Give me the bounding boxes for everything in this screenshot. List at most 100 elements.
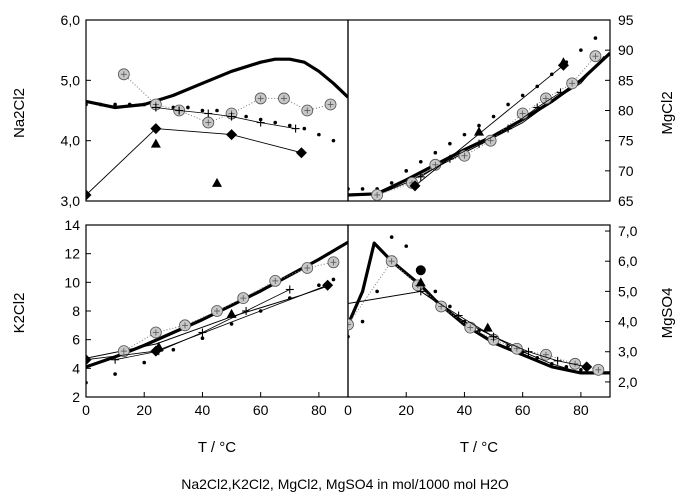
series-line-circle bbox=[348, 260, 599, 371]
series-dot bbox=[302, 126, 307, 131]
xtick-label: 60 bbox=[515, 402, 531, 418]
series-dot bbox=[477, 123, 481, 128]
ytick-label: 85 bbox=[618, 72, 634, 88]
series-group-na2cl2 bbox=[86, 57, 348, 201]
ytick-label: 80 bbox=[618, 103, 634, 119]
series-line-circle bbox=[376, 55, 596, 196]
ytick-label: 8 bbox=[72, 303, 80, 319]
diamond-marker bbox=[150, 123, 162, 135]
series-dot bbox=[86, 102, 88, 107]
filled-dot-marker bbox=[415, 265, 426, 276]
diamond-marker bbox=[86, 189, 92, 201]
triangle-marker bbox=[150, 138, 161, 148]
ytick-label: 95 bbox=[618, 12, 634, 28]
series-dot bbox=[142, 360, 147, 365]
axis-labels: Na2Cl2 MgCl2 K2Cl2 MgSO4 T / °C T / °C N… bbox=[11, 88, 676, 492]
series-dot bbox=[348, 334, 350, 339]
series-dot bbox=[520, 93, 525, 98]
ytick-label: 70 bbox=[618, 163, 634, 179]
ytick-label: 7,0 bbox=[618, 223, 638, 239]
triangle-marker bbox=[226, 308, 237, 318]
series-dot bbox=[360, 319, 365, 324]
xtick-label: 60 bbox=[253, 402, 269, 418]
panel-frame-mgcl2 bbox=[347, 19, 611, 202]
series-dot bbox=[433, 150, 438, 155]
series-line-thick bbox=[86, 57, 348, 110]
series-dot bbox=[331, 277, 336, 282]
panel-frames bbox=[85, 19, 611, 398]
xtick-label: 40 bbox=[195, 402, 211, 418]
ytick-label: 65 bbox=[618, 193, 634, 209]
series-dot bbox=[389, 181, 394, 185]
figure-caption: Na2Cl2,K2Cl2, MgCl2, MgSO4 in mol/1000 m… bbox=[181, 476, 509, 492]
series-dot bbox=[186, 105, 190, 110]
xtick-label: 20 bbox=[398, 402, 414, 418]
xtick-label: 0 bbox=[344, 402, 352, 418]
series-dot bbox=[579, 48, 583, 52]
series-dot bbox=[317, 283, 321, 288]
series-dot bbox=[244, 114, 248, 119]
diamond-marker bbox=[226, 129, 238, 141]
ytick-label: 10 bbox=[64, 274, 80, 290]
axis-ticks: 3,0 4,0 5,0 6,0 65 70 75 80 85 90 95 2 4 6 8 10 12 14 0 20 4… bbox=[61, 12, 638, 418]
ytick-label: 4 bbox=[72, 360, 80, 376]
series-dot bbox=[418, 159, 423, 164]
series-line-circle bbox=[123, 73, 331, 124]
series-dot bbox=[448, 141, 452, 146]
series-dot bbox=[331, 138, 336, 143]
series-dot bbox=[113, 102, 117, 107]
series-line-diamond bbox=[414, 64, 564, 187]
series-dot bbox=[360, 187, 365, 191]
series-dot bbox=[113, 372, 117, 376]
ylabel-na2cl2: Na2Cl2 bbox=[11, 88, 28, 138]
ytick-label: 90 bbox=[618, 42, 634, 58]
ytick-label: 14 bbox=[64, 217, 80, 233]
diamond-marker bbox=[86, 354, 92, 366]
series-dot bbox=[171, 347, 176, 352]
series-dot bbox=[375, 289, 379, 294]
series-dot bbox=[564, 365, 569, 369]
series-line-diamond bbox=[86, 128, 302, 196]
ytick-label: 3,0 bbox=[61, 193, 81, 209]
series-dot bbox=[86, 380, 88, 385]
diamond-marker bbox=[322, 279, 334, 291]
series-line-thin bbox=[376, 55, 605, 196]
triangle-marker bbox=[474, 126, 484, 136]
ytick-label: 5,0 bbox=[618, 283, 638, 299]
ytick-label: 12 bbox=[64, 246, 80, 262]
xtick-label: 0 bbox=[82, 402, 90, 418]
xtick-label: 80 bbox=[311, 402, 327, 418]
series-dot bbox=[229, 322, 234, 326]
series-line-plus bbox=[420, 291, 587, 368]
series-dot bbox=[317, 132, 321, 137]
chart-series bbox=[86, 36, 610, 385]
ytick-label: 2 bbox=[72, 389, 80, 405]
series-dot bbox=[200, 336, 205, 341]
xtick-label: 20 bbox=[136, 402, 152, 418]
ylabel-mgso4: MgSO4 bbox=[659, 288, 676, 339]
xtick-label: 40 bbox=[457, 402, 473, 418]
series-dot bbox=[127, 102, 132, 107]
ytick-label: 6,0 bbox=[61, 12, 81, 28]
ylabel-k2cl2: K2Cl2 bbox=[11, 293, 28, 334]
ytick-label: 4,0 bbox=[618, 314, 638, 330]
ylabel-mgcl2: MgCl2 bbox=[659, 91, 676, 134]
panel-frame-mgso4 bbox=[347, 224, 611, 398]
triangle-marker bbox=[415, 277, 426, 287]
ytick-label: 6,0 bbox=[618, 253, 638, 269]
series-dot bbox=[535, 355, 540, 360]
series-dot bbox=[491, 114, 496, 119]
series-dot bbox=[549, 362, 554, 366]
series-dot bbox=[506, 102, 510, 107]
triangle-marker bbox=[212, 177, 222, 187]
diamond-marker bbox=[409, 180, 421, 192]
triangle-marker bbox=[153, 341, 164, 351]
series-dot bbox=[215, 108, 219, 113]
xlabel-right: T / °C bbox=[460, 439, 498, 456]
series-dot bbox=[98, 102, 103, 107]
xlabel-left: T / °C bbox=[198, 439, 236, 456]
diamond-marker bbox=[581, 361, 593, 373]
ytick-label: 75 bbox=[618, 133, 634, 149]
series-dot bbox=[389, 235, 394, 239]
